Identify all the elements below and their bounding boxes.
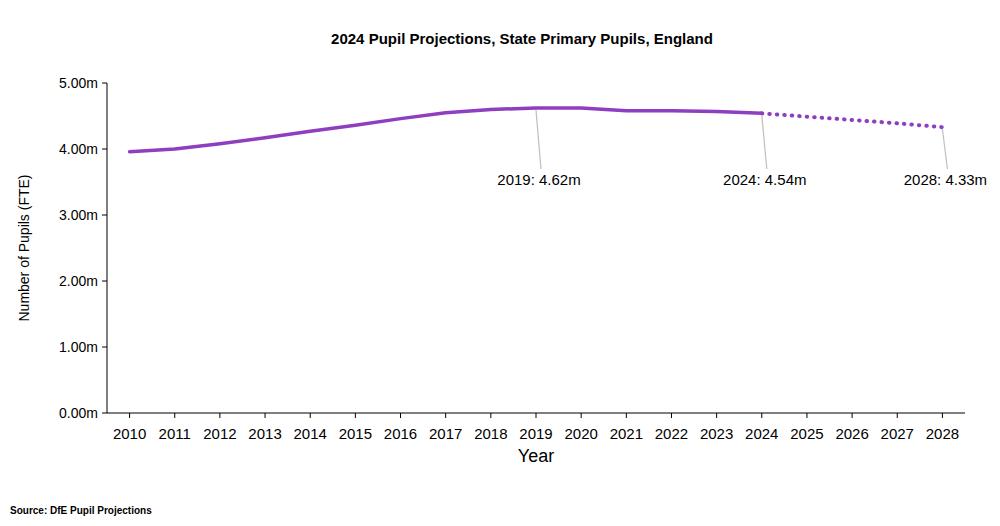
x-tick-label: 2017 (429, 425, 462, 442)
x-tick (129, 413, 130, 418)
y-tick (102, 413, 107, 414)
y-tick (102, 83, 107, 84)
annotation: 2019: 4.62m (497, 171, 580, 188)
x-tick-label: 2021 (610, 425, 643, 442)
y-tick-label: 1.00m (59, 339, 98, 355)
y-tick (102, 281, 107, 282)
x-tick-label: 2012 (203, 425, 236, 442)
x-tick-label: 2015 (339, 425, 372, 442)
annotation-leader (942, 129, 947, 169)
x-tick (761, 413, 762, 418)
y-axis-title: Number of Pupils (FTE) (16, 174, 32, 321)
chart: 2024 Pupil Projections, State Primary Pu… (0, 0, 1000, 526)
series-line (130, 108, 762, 152)
y-tick-label: 2.00m (59, 273, 98, 289)
y-tick-label: 4.00m (59, 141, 98, 157)
x-tick-label: 2027 (881, 425, 914, 442)
x-tick (852, 413, 853, 418)
x-tick-label: 2023 (700, 425, 733, 442)
x-tick-label: 2011 (159, 425, 191, 442)
x-tick (581, 413, 582, 418)
y-tick (102, 215, 107, 216)
x-tick-label: 2026 (835, 425, 868, 442)
source: Source: DfE Pupil Projections (10, 505, 152, 516)
x-tick-label: 2014 (294, 425, 327, 442)
x-tick (897, 413, 898, 418)
x-tick (671, 413, 672, 418)
title: 2024 Pupil Projections, State Primary Pu… (331, 30, 713, 47)
y-tick-label: 3.00m (59, 207, 98, 223)
y-axis-line (107, 83, 108, 413)
x-tick (626, 413, 627, 418)
annotation: 2028: 4.33m (904, 171, 987, 188)
x-tick-label: 2020 (564, 425, 597, 442)
x-tick-label: 2016 (384, 425, 417, 442)
x-tick-label: 2028 (926, 425, 959, 442)
x-tick (310, 413, 311, 418)
x-tick (355, 413, 356, 418)
annotation: 2024: 4.54m (723, 171, 806, 188)
x-tick-label: 2025 (790, 425, 823, 442)
x-tick (400, 413, 401, 418)
x-tick (536, 413, 537, 418)
x-tick (716, 413, 717, 418)
x-tick-label: 2013 (248, 425, 281, 442)
x-tick-label: 2018 (474, 425, 507, 442)
x-tick (806, 413, 807, 418)
y-tick-label: 0.00m (59, 405, 98, 421)
annotation-leader (536, 110, 541, 169)
annotation-leader (762, 115, 767, 169)
x-tick (942, 413, 943, 418)
x-tick (490, 413, 491, 418)
x-tick-label: 2019 (519, 425, 552, 442)
x-tick (219, 413, 220, 418)
y-tick (102, 149, 107, 150)
y-tick (102, 347, 107, 348)
x-tick-label: 2024 (745, 425, 778, 442)
x-axis-title: Year (518, 446, 554, 466)
x-tick (174, 413, 175, 418)
x-tick (445, 413, 446, 418)
x-tick-label: 2010 (113, 425, 146, 442)
x-tick-label: 2022 (655, 425, 688, 442)
y-tick-label: 5.00m (59, 75, 98, 91)
x-tick (265, 413, 266, 418)
series-line (762, 113, 943, 127)
